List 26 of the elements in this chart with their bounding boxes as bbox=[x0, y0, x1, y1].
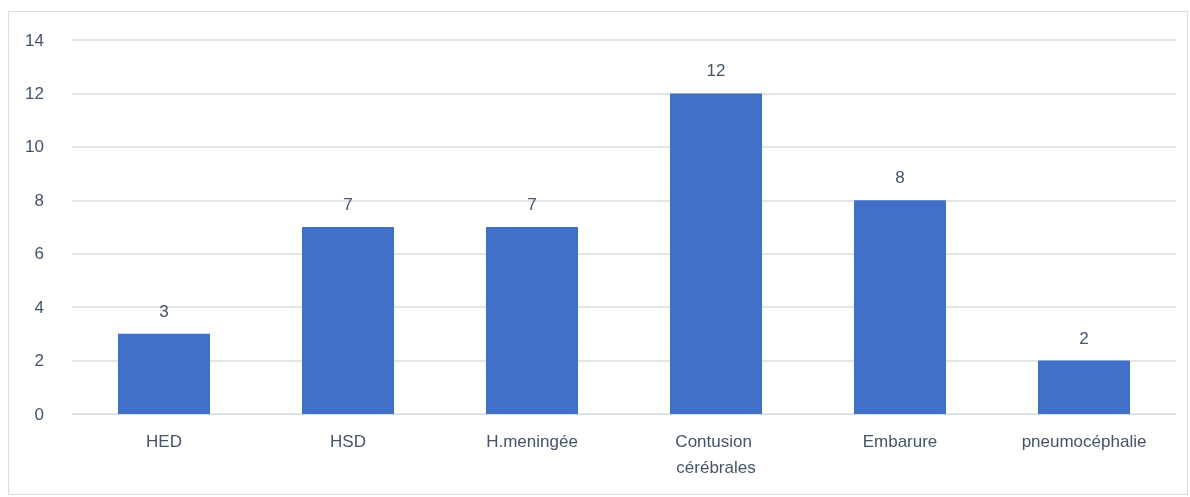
bar bbox=[1038, 360, 1130, 414]
data-label: 12 bbox=[706, 61, 726, 81]
data-label: 7 bbox=[527, 195, 537, 214]
bar bbox=[118, 333, 210, 414]
x-tick-label: H.meningée bbox=[486, 431, 578, 451]
x-tick-label: HED bbox=[146, 431, 182, 451]
y-tick-label: 0 bbox=[34, 404, 44, 424]
bar bbox=[486, 227, 578, 414]
y-tick-label: 2 bbox=[34, 351, 44, 371]
y-tick-label: 10 bbox=[25, 137, 44, 157]
data-label: 7 bbox=[343, 195, 353, 214]
bar bbox=[670, 93, 762, 414]
data-label: 3 bbox=[159, 301, 169, 321]
x-tick-label: pneumocéphalie bbox=[1021, 431, 1147, 451]
x-tick-label: Contusion cérébrales bbox=[675, 431, 757, 477]
y-tick-label: 14 bbox=[25, 30, 44, 50]
data-label: 2 bbox=[1079, 328, 1089, 348]
y-tick-label: 12 bbox=[25, 83, 44, 103]
y-tick-label: 6 bbox=[34, 244, 44, 264]
bar bbox=[854, 200, 946, 414]
x-tick-label: HSD bbox=[330, 431, 366, 451]
y-tick-label: 8 bbox=[34, 190, 44, 210]
bar bbox=[302, 227, 394, 414]
x-tick-label: Embarure bbox=[862, 431, 938, 451]
data-label: 8 bbox=[895, 168, 905, 188]
y-tick-label: 4 bbox=[34, 297, 44, 317]
